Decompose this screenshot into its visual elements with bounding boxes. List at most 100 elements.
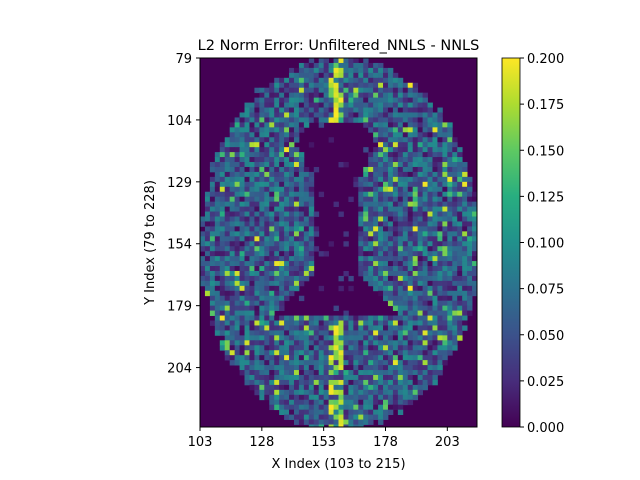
heatmap-cell (407, 87, 414, 94)
heatmap-cell (442, 305, 448, 311)
heatmap-cell (274, 152, 280, 158)
heatmap-cell (447, 176, 453, 183)
heatmap-cell (373, 127, 379, 133)
heatmap-cell (298, 365, 305, 371)
heatmap-cell (343, 345, 349, 351)
heatmap-cell (239, 191, 245, 198)
heatmap-cell (412, 176, 419, 183)
heatmap-cell (308, 117, 315, 123)
heatmap-cell (452, 152, 458, 158)
heatmap-cell (293, 379, 300, 386)
heatmap-cell (289, 117, 295, 123)
heatmap-cell (333, 350, 339, 356)
heatmap-cell (402, 122, 409, 128)
heatmap-cell (200, 280, 206, 287)
heatmap-cell (293, 355, 300, 361)
heatmap-cell (427, 310, 433, 316)
heatmap-cell (209, 251, 216, 257)
heatmap-cell (368, 157, 374, 163)
heatmap-cell (378, 404, 384, 411)
heatmap-cell (368, 241, 374, 247)
heatmap-cell (264, 186, 270, 193)
heatmap-cell (298, 256, 305, 262)
heatmap-cell (353, 67, 359, 74)
heatmap-cell (467, 270, 473, 277)
heatmap-cell (224, 241, 231, 247)
heatmap-cell (239, 335, 245, 341)
heatmap-cell (239, 360, 245, 366)
heatmap-cell (200, 236, 206, 242)
heatmap-cell (284, 266, 290, 272)
heatmap-cell (313, 379, 320, 386)
heatmap-cell (392, 350, 399, 356)
heatmap-cell (284, 186, 290, 193)
heatmap-cell (254, 374, 260, 381)
heatmap-cell (397, 127, 404, 133)
heatmap-cell (417, 360, 423, 366)
heatmap-cell (412, 384, 419, 391)
heatmap-cell (333, 370, 339, 376)
heatmap-cell (402, 280, 409, 287)
heatmap-cell (402, 132, 409, 138)
heatmap-cell (348, 399, 354, 406)
heatmap-cell (457, 191, 463, 198)
heatmap-cell (343, 355, 349, 361)
heatmap-cell (472, 221, 477, 227)
heatmap-cell (269, 166, 275, 173)
heatmap-cell (293, 122, 300, 128)
heatmap-cell (289, 77, 295, 84)
heatmap-cell (298, 196, 305, 203)
heatmap-cell (427, 365, 433, 371)
heatmap-cell (467, 186, 473, 193)
heatmap-cell (338, 419, 344, 425)
heatmap-cell (239, 127, 245, 133)
heatmap-cell (358, 246, 364, 252)
heatmap-cell (412, 92, 419, 99)
heatmap-cell (308, 384, 315, 391)
heatmap-cell (432, 370, 438, 376)
heatmap-cell (437, 315, 443, 321)
heatmap-cell (417, 320, 423, 326)
heatmap-cell (303, 241, 310, 247)
heatmap-cell (368, 384, 374, 391)
heatmap-cell (264, 360, 270, 366)
heatmap-cell (373, 186, 379, 193)
heatmap-cell (303, 231, 310, 237)
heatmap-cell (402, 97, 409, 103)
heatmap-cell (422, 335, 428, 341)
heatmap-cell (387, 231, 394, 237)
heatmap-cell (358, 389, 364, 396)
heatmap-cell (422, 360, 428, 366)
heatmap-cell (457, 300, 463, 307)
heatmap-cell (392, 251, 399, 257)
heatmap-cell (412, 137, 419, 143)
heatmap-cell (452, 191, 458, 198)
heatmap-cell (472, 216, 477, 222)
heatmap-cell (224, 221, 231, 227)
heatmap-cell (383, 231, 389, 237)
heatmap-cell (397, 330, 404, 336)
heatmap-cell (343, 360, 349, 366)
heatmap-cell (373, 162, 379, 168)
heatmap-cell (264, 211, 270, 217)
heatmap-cell (254, 137, 260, 143)
heatmap-cell (447, 137, 453, 143)
heatmap-cell (279, 409, 285, 416)
heatmap-cell (259, 270, 265, 277)
heatmap-cell (358, 270, 364, 277)
heatmap-cell (209, 280, 216, 287)
heatmap-cell (229, 340, 236, 346)
heatmap-cell (353, 419, 359, 425)
heatmap-cell (363, 404, 369, 411)
heatmap-cell (279, 201, 285, 207)
heatmap-cell (328, 419, 334, 425)
heatmap-cell (229, 330, 236, 336)
heatmap-cell (254, 295, 260, 302)
heatmap-cell (323, 112, 330, 118)
heatmap-cell (387, 384, 394, 391)
heatmap-cell (422, 305, 428, 311)
heatmap-cell (407, 394, 414, 401)
heatmap-cell (427, 256, 433, 262)
heatmap-cell (472, 270, 477, 277)
heatmap-cell (447, 216, 453, 222)
